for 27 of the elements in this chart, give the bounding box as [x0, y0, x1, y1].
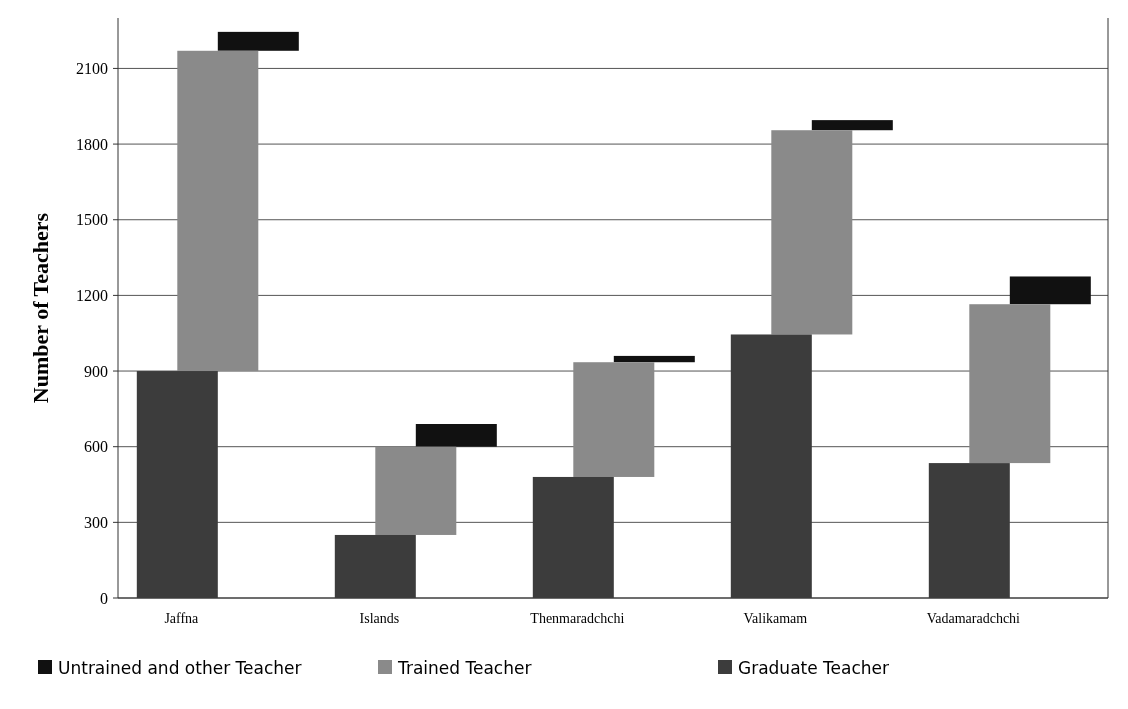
x-tick-label: Valikamam: [743, 611, 808, 626]
y-axis-title: Number of Teachers: [28, 212, 53, 404]
x-tick-label: Islands: [359, 611, 400, 626]
bar: [573, 362, 655, 477]
legend-label: Graduate Teacher: [738, 657, 890, 678]
bar: [811, 120, 893, 131]
x-tick-label: Vadamaradchchi: [926, 611, 1021, 626]
y-tick-label: 1800: [76, 135, 108, 153]
bar: [177, 50, 259, 372]
y-tick-label: 1500: [76, 211, 108, 229]
x-tick-label: Thenmaradchchi: [530, 611, 625, 626]
y-tick-label: 0: [100, 589, 108, 607]
bar: [415, 424, 497, 447]
bar: [969, 304, 1051, 464]
bar: [771, 130, 853, 335]
y-tick-label: 1200: [76, 286, 108, 304]
y-tick-label: 300: [84, 513, 108, 531]
bar: [1009, 276, 1091, 305]
bar: [375, 446, 457, 535]
y-tick-label: 600: [84, 438, 108, 456]
bar: [217, 31, 299, 51]
y-tick-label: 2100: [76, 60, 108, 78]
legend-label: Untrained and other Teacher: [58, 657, 302, 678]
y-tick-label: 900: [84, 362, 108, 380]
x-tick-label: Jaffna: [164, 611, 200, 626]
bar: [613, 355, 695, 363]
legend-label: Trained Teacher: [397, 657, 532, 678]
